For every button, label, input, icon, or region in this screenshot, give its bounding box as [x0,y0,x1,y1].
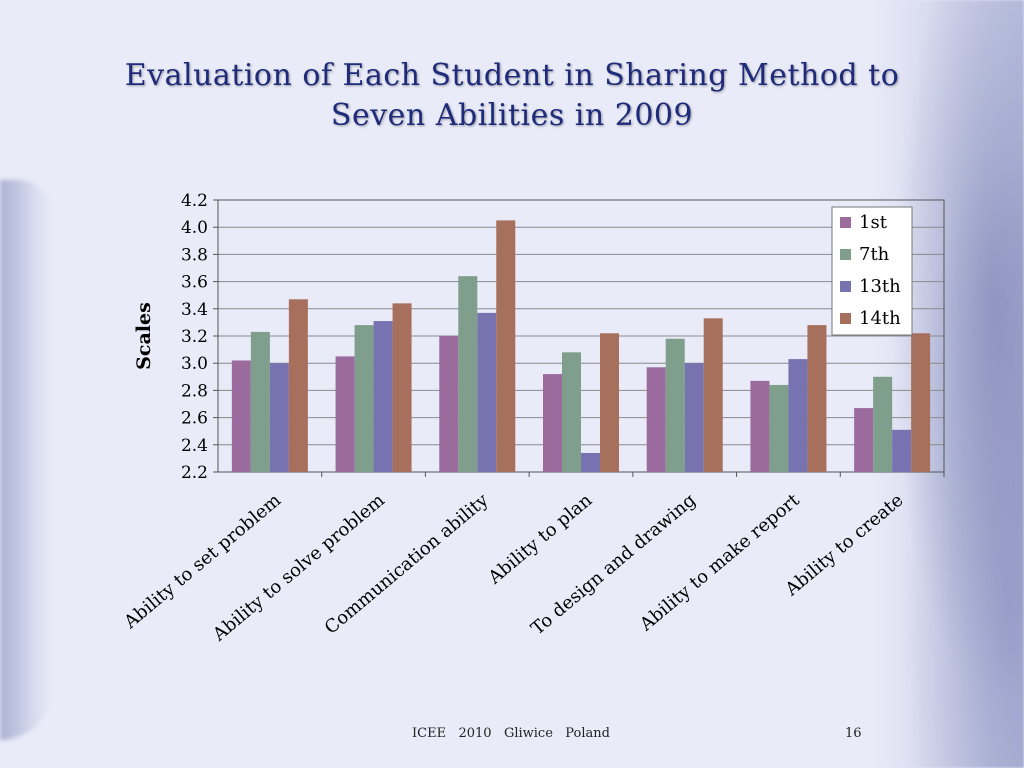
bar-1st-4 [646,367,666,472]
y-tick-labels: 2.2 2.4 2.6 2.8 3.0 3.2 3.4 3.6 3.8 4.0 4.2 [181,191,218,483]
x-tick-label: Ability to solve problem [208,490,389,646]
legend-swatch-14th [840,313,851,324]
bars [231,220,931,472]
bar-14th-1 [392,303,412,472]
y-tick-label: 3.4 [181,300,208,320]
bar-7th-4 [665,338,685,472]
bar-14th-3 [600,333,619,472]
bar-7th-1 [354,325,374,472]
bar-1st-3 [543,374,562,472]
left-decoration [0,180,52,740]
bar-7th-6 [873,376,893,472]
legend-label-14th: 14th [859,308,901,329]
bar-14th-2 [496,220,516,472]
footer-text: ICEE 2010 Gliwice Poland [412,726,610,741]
y-tick-label: 2.6 [181,409,208,429]
legend-label-13th: 13th [859,276,901,297]
bar-chart: 2.2 2.4 2.6 2.8 3.0 3.2 3.4 3.6 3.8 4.0 4.2 Abilit… [119,191,945,646]
bar-13th-3 [581,452,600,472]
bar-13th-6 [892,429,912,472]
x-tick-label: To design and drawing [527,490,700,640]
y-tick-label: 4.2 [181,191,208,211]
bar-13th-4 [684,363,704,472]
y-tick-label: 2.8 [181,381,208,401]
bar-14th-5 [807,325,827,472]
bar-7th-0 [250,331,270,472]
legend-swatch-13th [840,281,851,292]
slide-title-line2: Seven Abilities in 2009 [330,98,694,133]
bar-7th-3 [562,352,581,472]
y-tick-label: 3.0 [181,354,208,374]
bar-13th-5 [788,359,808,472]
bar-1st-2 [439,336,459,472]
legend-swatch-1st [840,217,851,228]
y-tick-label: 3.6 [181,273,208,293]
bar-13th-1 [373,321,393,472]
y-tick-label: 4.0 [181,218,208,238]
bar-13th-2 [477,312,497,472]
x-tick-label: Ability to plan [484,489,597,588]
y-axis-label: Scales [133,302,155,370]
bar-7th-5 [769,384,789,472]
legend-swatch-7th [840,249,851,260]
legend-label-1st: 1st [859,212,888,233]
bar-13th-0 [269,363,289,472]
slide-title: Evaluation of Each Student in Sharing Me… [60,56,964,136]
bar-1st-5 [750,380,770,472]
legend: 1st 7th 13th 14th [831,206,913,336]
y-tick-label: 2.2 [181,463,208,483]
legend-label-7th: 7th [859,244,890,265]
page-number: 16 [845,726,862,741]
bar-14th-6 [911,333,931,472]
bar-1st-0 [231,360,251,472]
bar-1st-1 [335,356,355,472]
x-tick-label: Communication ability [321,489,493,638]
slide-title-line1: Evaluation of Each Student in Sharing Me… [124,58,900,93]
bar-7th-2 [458,276,478,472]
bar-1st-6 [854,408,874,472]
y-tick-label: 3.8 [181,245,208,265]
right-decoration [874,0,1024,768]
y-tick-label: 2.4 [181,436,208,456]
bar-14th-4 [703,318,723,472]
y-tick-label: 3.2 [181,327,208,347]
bar-14th-0 [288,299,308,472]
